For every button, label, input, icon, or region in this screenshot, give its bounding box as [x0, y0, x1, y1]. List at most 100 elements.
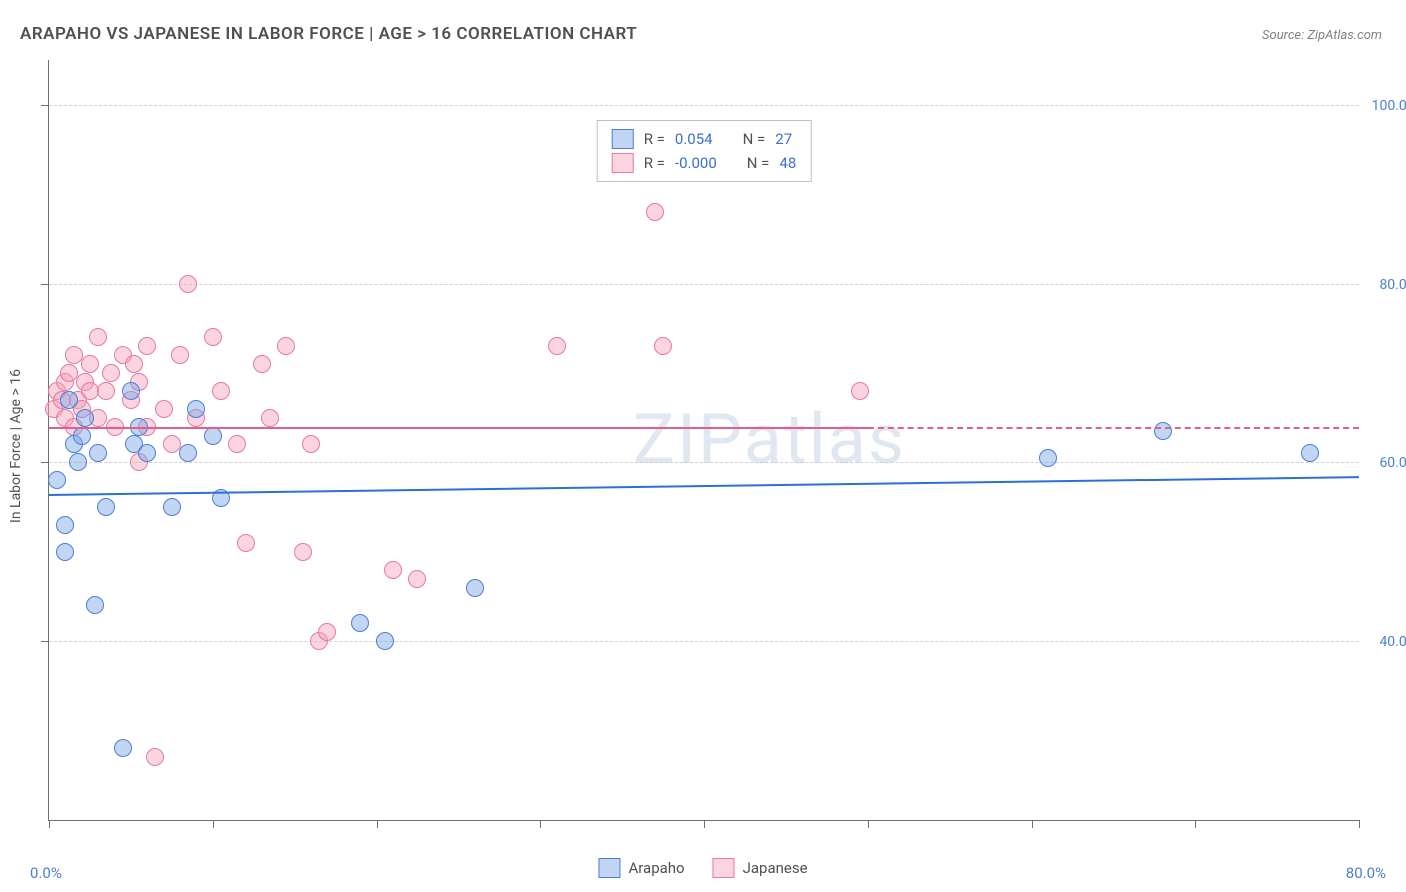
correlation-legend: R = 0.054 N = 27 R = -0.000 N = 48 [597, 120, 812, 182]
scatter-point-arapaho [1039, 449, 1057, 467]
scatter-point-japanese [851, 382, 869, 400]
legend-item-japanese: Japanese [713, 858, 808, 878]
scatter-point-japanese [277, 337, 295, 355]
x-tick [1032, 820, 1033, 828]
trend-line-japanese [49, 427, 868, 429]
n-value-japanese: 48 [779, 154, 796, 172]
gridline: 100.0% [49, 105, 1359, 106]
scatter-point-arapaho [466, 579, 484, 597]
n-label: N = [747, 154, 770, 172]
r-label: R = [644, 130, 665, 148]
scatter-point-japanese [408, 570, 426, 588]
chart-plot-area: ZIPatlas R = 0.054 N = 27 R = -0.000 N =… [48, 60, 1359, 821]
scatter-point-japanese [81, 382, 99, 400]
y-axis-title: In Labor Force | Age > 16 [8, 369, 24, 523]
scatter-point-japanese [163, 435, 181, 453]
scatter-point-japanese [102, 364, 120, 382]
scatter-point-arapaho [1154, 422, 1172, 440]
r-value-japanese: -0.000 [675, 154, 717, 172]
r-label: R = [644, 154, 665, 172]
gridline: 80.0% [49, 284, 1359, 285]
x-axis-max-label: 80.0% [1346, 864, 1386, 882]
scatter-point-arapaho [1301, 444, 1319, 462]
legend-label-japanese: Japanese [743, 859, 808, 877]
y-tick [41, 462, 49, 463]
x-tick [213, 820, 214, 828]
scatter-point-arapaho [56, 516, 74, 534]
scatter-point-japanese [302, 435, 320, 453]
x-tick [1359, 820, 1360, 828]
scatter-point-japanese [171, 346, 189, 364]
scatter-point-japanese [654, 337, 672, 355]
scatter-point-japanese [155, 400, 173, 418]
arapaho-swatch-icon [598, 858, 620, 878]
scatter-point-japanese [65, 346, 83, 364]
n-label: N = [743, 130, 766, 148]
y-tick-label: 60.0% [1379, 455, 1406, 471]
scatter-point-arapaho [114, 739, 132, 757]
japanese-swatch-icon [713, 858, 735, 878]
x-tick [704, 820, 705, 828]
legend-label-arapaho: Arapaho [628, 859, 684, 877]
scatter-point-japanese [646, 203, 664, 221]
scatter-point-arapaho [60, 391, 78, 409]
r-value-arapaho: 0.054 [675, 130, 713, 148]
y-tick [41, 284, 49, 285]
scatter-point-japanese [294, 543, 312, 561]
x-tick [868, 820, 869, 828]
trend-line-arapaho [49, 476, 1359, 496]
scatter-point-japanese [204, 328, 222, 346]
scatter-point-arapaho [86, 596, 104, 614]
scatter-point-arapaho [376, 632, 394, 650]
scatter-point-arapaho [56, 543, 74, 561]
scatter-point-japanese [318, 623, 336, 641]
scatter-point-japanese [212, 382, 230, 400]
scatter-point-japanese [60, 364, 78, 382]
scatter-point-japanese [146, 748, 164, 766]
legend-row-arapaho: R = 0.054 N = 27 [612, 127, 797, 151]
scatter-point-arapaho [187, 400, 205, 418]
scatter-point-arapaho [73, 427, 91, 445]
scatter-point-japanese [237, 534, 255, 552]
gridline: 60.0% [49, 462, 1359, 463]
scatter-point-arapaho [204, 427, 222, 445]
series-legend: Arapaho Japanese [598, 858, 807, 878]
y-tick-label: 100.0% [1372, 98, 1406, 114]
x-axis-min-label: 0.0% [30, 864, 62, 882]
scatter-point-japanese [89, 328, 107, 346]
scatter-point-japanese [179, 275, 197, 293]
x-tick [377, 820, 378, 828]
scatter-point-japanese [261, 409, 279, 427]
legend-item-arapaho: Arapaho [598, 858, 684, 878]
watermark: ZIPatlas [633, 399, 906, 481]
scatter-point-japanese [548, 337, 566, 355]
x-tick [49, 820, 50, 828]
y-tick-label: 40.0% [1379, 634, 1406, 650]
scatter-point-japanese [138, 337, 156, 355]
n-value-arapaho: 27 [775, 130, 792, 148]
x-tick [540, 820, 541, 828]
scatter-point-japanese [97, 382, 115, 400]
scatter-point-arapaho [163, 498, 181, 516]
source-attribution: Source: ZipAtlas.com [1262, 28, 1382, 43]
scatter-point-arapaho [48, 471, 66, 489]
legend-row-japanese: R = -0.000 N = 48 [612, 151, 797, 175]
scatter-point-japanese [81, 355, 99, 373]
y-tick [41, 105, 49, 106]
trend-line-japanese-dashed [868, 427, 1359, 429]
scatter-point-arapaho [97, 498, 115, 516]
y-tick-label: 80.0% [1379, 277, 1406, 293]
scatter-point-japanese [384, 561, 402, 579]
scatter-point-arapaho [69, 453, 87, 471]
scatter-point-arapaho [351, 614, 369, 632]
gridline: 40.0% [49, 641, 1359, 642]
y-tick [41, 641, 49, 642]
scatter-point-japanese [253, 355, 271, 373]
scatter-point-japanese [228, 435, 246, 453]
scatter-point-arapaho [122, 382, 140, 400]
scatter-point-arapaho [179, 444, 197, 462]
japanese-swatch-icon [612, 153, 634, 173]
scatter-point-arapaho [89, 444, 107, 462]
scatter-point-japanese [125, 355, 143, 373]
chart-title: ARAPAHO VS JAPANESE IN LABOR FORCE | AGE… [20, 24, 637, 44]
